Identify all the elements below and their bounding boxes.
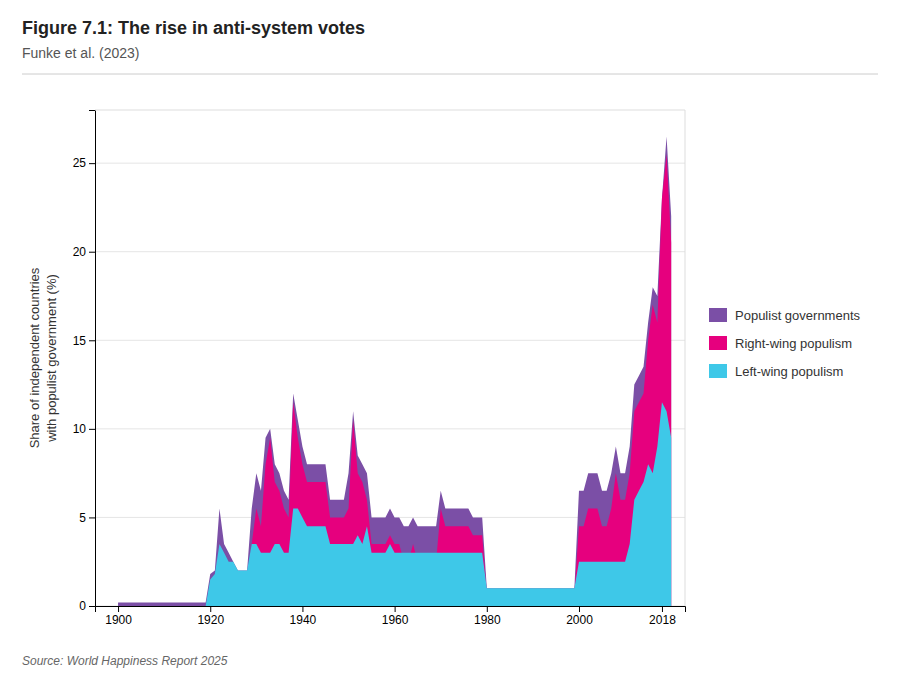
y-tick-label: 15 xyxy=(73,334,87,348)
y-tick-label: 25 xyxy=(73,156,87,170)
plot-area xyxy=(118,137,671,606)
x-tick-mark xyxy=(662,606,663,612)
x-tick-label: 1940 xyxy=(290,613,317,627)
y-tick: 15 xyxy=(73,334,95,348)
y-axis-line xyxy=(89,111,96,607)
y-tick-mark xyxy=(89,517,95,518)
x-tick-label: 2000 xyxy=(566,613,593,627)
x-tick: 2000 xyxy=(566,606,593,627)
x-tick-mark xyxy=(395,606,396,612)
y-tick-mark xyxy=(89,606,95,607)
x-axis-line xyxy=(96,607,686,613)
legend: Populist governments Right-wing populism L… xyxy=(709,308,861,379)
y-tick-mark xyxy=(89,429,95,430)
x-tick: 1920 xyxy=(197,606,224,627)
y-axis-title-line: Share of independent countries xyxy=(27,267,42,448)
y-tick: 5 xyxy=(79,511,95,525)
subtitle: Funke et al. (2023) xyxy=(22,45,140,61)
y-axis-title-line: with populist government (%) xyxy=(44,274,59,443)
x-tick-mark xyxy=(487,606,488,612)
x-tick-label: 1900 xyxy=(105,613,132,627)
y-tick: 20 xyxy=(73,245,95,259)
x-tick-mark xyxy=(302,606,303,612)
y-tick-label: 5 xyxy=(79,511,86,525)
y-tick: 25 xyxy=(73,156,95,170)
y-tick-label: 0 xyxy=(79,599,86,613)
x-tick: 1900 xyxy=(105,606,132,627)
title-rule xyxy=(22,74,878,75)
area xyxy=(118,137,671,606)
y-tick-mark xyxy=(89,340,95,341)
x-axis: 1900 1920 1940 1960 1980 2000 2018 xyxy=(96,606,686,627)
legend-label: Right-wing populism xyxy=(735,336,852,351)
grid-line xyxy=(95,340,685,341)
y-tick-label: 20 xyxy=(73,245,87,259)
legend-swatch xyxy=(709,336,727,350)
x-tick-mark xyxy=(579,606,580,612)
legend-swatch xyxy=(709,364,727,378)
chart: Figure 7.1: The rise in anti-system vote… xyxy=(0,0,900,681)
x-tick: 2018 xyxy=(649,606,676,627)
grid-line xyxy=(95,251,685,252)
legend-item: Left-wing populism xyxy=(709,364,843,379)
x-tick-label: 1960 xyxy=(382,613,409,627)
source-note: Source: World Happiness Report 2025 xyxy=(22,654,228,668)
legend-item: Populist governments xyxy=(709,308,861,323)
y-tick: 0 xyxy=(79,599,95,613)
x-tick: 1940 xyxy=(290,606,317,627)
x-tick-mark xyxy=(210,606,211,612)
x-tick: 1960 xyxy=(382,606,409,627)
legend-swatch xyxy=(709,308,727,322)
legend-label: Left-wing populism xyxy=(735,364,843,379)
y-tick-label: 10 xyxy=(73,422,87,436)
y-tick-mark xyxy=(89,163,95,164)
area xyxy=(118,402,671,606)
legend-item: Right-wing populism xyxy=(709,336,852,351)
grid-line xyxy=(95,163,685,164)
x-tick: 1980 xyxy=(474,606,501,627)
plot-frame-top xyxy=(95,110,685,111)
x-tick-label: 1980 xyxy=(474,613,501,627)
legend-label: Populist governments xyxy=(735,308,861,323)
y-axis: 0 5 10 15 20 25 xyxy=(73,111,96,614)
grid-line xyxy=(95,428,685,429)
y-tick: 10 xyxy=(73,422,95,436)
y-axis-title: Share of independent countrieswith popul… xyxy=(27,267,59,448)
y-tick-mark xyxy=(89,252,95,253)
plot-frame-right xyxy=(685,110,686,606)
x-tick-mark xyxy=(118,606,119,612)
x-tick-label: 1920 xyxy=(197,613,224,627)
title: Figure 7.1: The rise in anti-system vote… xyxy=(22,18,365,38)
x-tick-label: 2018 xyxy=(649,613,676,627)
area xyxy=(118,154,671,606)
